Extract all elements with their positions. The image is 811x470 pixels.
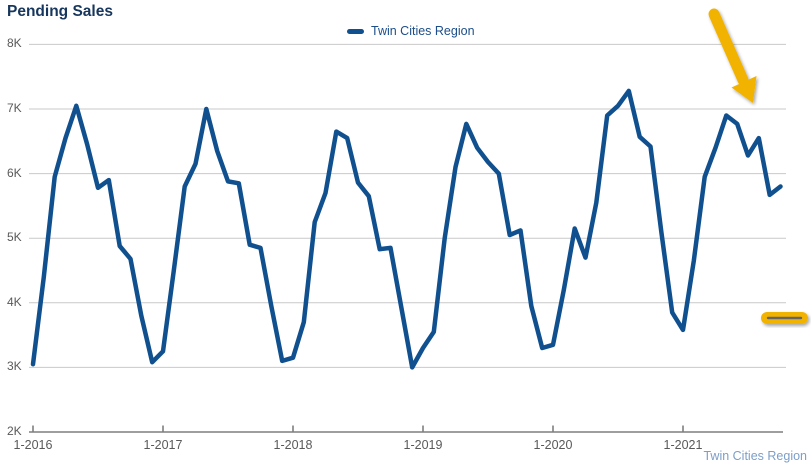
yellow-arrow-shaft — [708, 8, 749, 86]
yellow-arrow-annotation — [708, 8, 757, 103]
y-axis-label-4k: 4K — [7, 294, 22, 309]
series-line[interactable] — [30, 88, 783, 370]
y-axis-label-8k: 8K — [7, 36, 22, 50]
x-axis-label-2020: 1-2020 — [533, 438, 573, 452]
y-axis-label-3k: 3K — [7, 359, 22, 373]
x-axis-label-2017: 1-2017 — [143, 438, 183, 452]
legend-label: Twin Cities Region — [371, 24, 475, 38]
x-axis-label-2019: 1-2019 — [403, 438, 443, 452]
page-title: Pending Sales — [7, 3, 113, 20]
x-axis-label-2021: 1-2021 — [663, 438, 703, 452]
x-axis-label-2016: 1-2016 — [13, 438, 53, 452]
y-axis-label-6k: 6K — [7, 165, 22, 180]
y-axis-label-5k: 5K — [7, 230, 22, 244]
legend-item-twin-cities[interactable]: Twin Cities Region — [347, 24, 475, 38]
yellow-arrow-head-icon — [731, 76, 757, 103]
x-axis-label-2018: 1-2018 — [273, 438, 313, 452]
yellow-highlight-dash-annotation — [761, 312, 808, 324]
footer-region-link[interactable]: Twin Cities Region — [703, 449, 807, 463]
legend-line-swatch-icon — [347, 29, 364, 34]
y-axis-label-2k: 2K — [7, 423, 22, 438]
y-axis-label-7k: 7K — [7, 101, 22, 115]
